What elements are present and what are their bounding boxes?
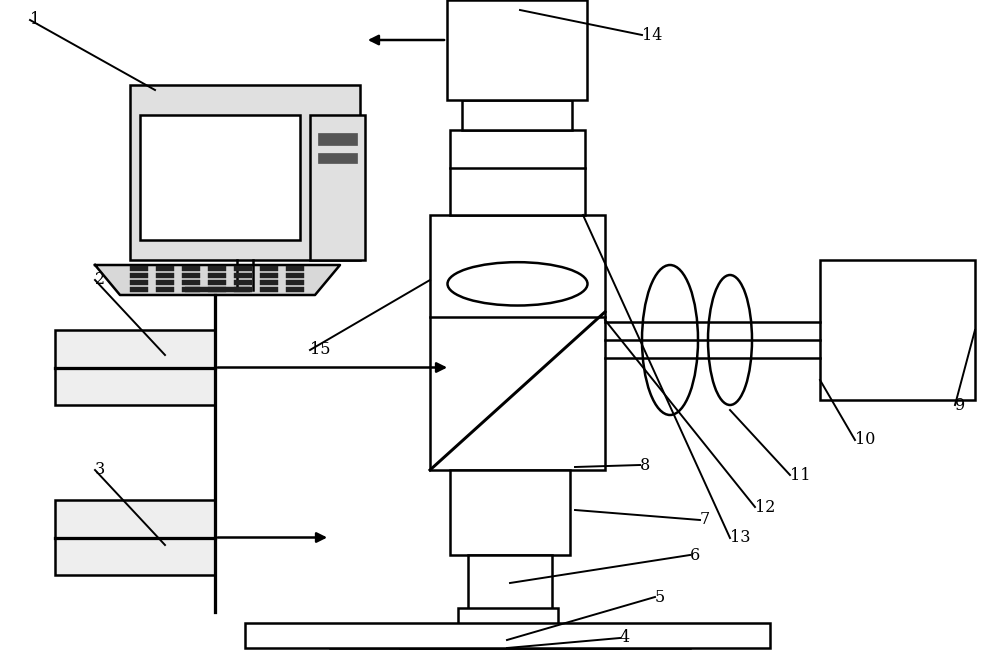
- Text: 3: 3: [95, 462, 105, 478]
- Bar: [208, 287, 226, 292]
- Bar: [130, 287, 148, 292]
- Bar: [450, 470, 570, 555]
- Bar: [447, 0, 587, 100]
- Text: 7: 7: [700, 512, 710, 528]
- Bar: [260, 273, 278, 278]
- Bar: [286, 280, 304, 285]
- Text: 1: 1: [30, 12, 40, 29]
- Bar: [182, 287, 200, 292]
- Ellipse shape: [448, 262, 588, 305]
- Bar: [462, 100, 572, 130]
- Bar: [55, 330, 215, 405]
- Ellipse shape: [708, 275, 752, 405]
- Bar: [156, 266, 174, 271]
- Bar: [286, 287, 304, 292]
- Bar: [130, 266, 148, 271]
- Bar: [450, 130, 585, 215]
- Bar: [234, 273, 252, 278]
- Bar: [156, 280, 174, 285]
- Bar: [156, 287, 174, 292]
- Bar: [182, 266, 200, 271]
- Ellipse shape: [642, 265, 698, 415]
- Bar: [286, 273, 304, 278]
- Bar: [234, 280, 252, 285]
- Bar: [260, 280, 278, 285]
- Text: 15: 15: [310, 341, 330, 359]
- Bar: [130, 85, 360, 260]
- Bar: [156, 273, 174, 278]
- Bar: [234, 266, 252, 271]
- Bar: [310, 115, 365, 260]
- Bar: [400, 626, 620, 648]
- Text: 6: 6: [690, 547, 700, 564]
- Bar: [182, 273, 200, 278]
- Bar: [140, 115, 300, 240]
- Bar: [318, 153, 357, 163]
- Polygon shape: [95, 265, 340, 295]
- Bar: [286, 266, 304, 271]
- Bar: [468, 555, 552, 610]
- Bar: [318, 133, 357, 145]
- Bar: [260, 287, 278, 292]
- Text: 11: 11: [790, 467, 810, 484]
- Bar: [130, 280, 148, 285]
- Bar: [182, 280, 200, 285]
- Bar: [430, 215, 605, 470]
- Text: 13: 13: [730, 530, 750, 547]
- Bar: [234, 287, 252, 292]
- Text: 12: 12: [755, 499, 775, 515]
- Bar: [458, 608, 558, 630]
- Bar: [260, 266, 278, 271]
- Text: 8: 8: [640, 456, 650, 473]
- Bar: [330, 626, 690, 648]
- Bar: [130, 273, 148, 278]
- Bar: [245, 623, 770, 648]
- Text: 10: 10: [855, 432, 875, 448]
- Bar: [820, 260, 975, 400]
- Bar: [55, 500, 215, 575]
- Bar: [208, 280, 226, 285]
- Text: 14: 14: [642, 27, 662, 44]
- Text: 5: 5: [655, 588, 665, 606]
- Text: 4: 4: [620, 629, 630, 647]
- Bar: [208, 266, 226, 271]
- Bar: [185, 287, 250, 292]
- Text: 2: 2: [95, 272, 105, 289]
- Bar: [208, 273, 226, 278]
- Text: 9: 9: [955, 396, 965, 413]
